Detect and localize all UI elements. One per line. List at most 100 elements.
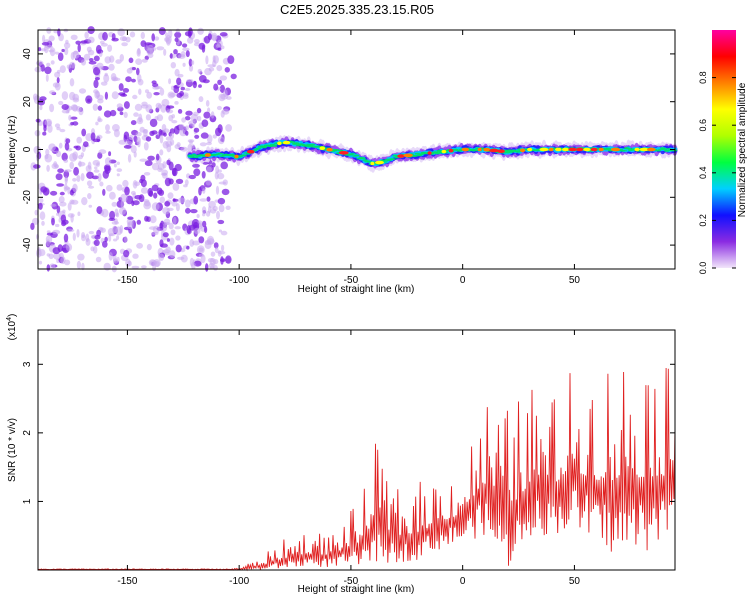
- noise-point: [66, 228, 75, 233]
- noise-point: [154, 86, 162, 90]
- noise-point: [109, 210, 116, 220]
- y-tick-label: 3: [22, 361, 33, 367]
- noise-point: [173, 216, 177, 225]
- noise-point: [50, 190, 58, 196]
- noise-point: [61, 221, 67, 227]
- noise-point: [72, 177, 77, 182]
- noise-point: [169, 250, 176, 259]
- noise-point: [189, 140, 193, 145]
- noise-point: [185, 50, 190, 58]
- noise-point: [122, 179, 129, 188]
- noise-point: [168, 78, 172, 85]
- noise-point: [154, 36, 160, 41]
- ridge-band-point: [241, 154, 247, 157]
- noise-point: [80, 59, 87, 66]
- noise-point: [184, 125, 189, 131]
- ridge-hot-spot: [590, 147, 598, 152]
- noise-point: [133, 112, 139, 117]
- noise-point: [143, 141, 149, 151]
- noise-point: [177, 256, 185, 260]
- noise-point: [122, 88, 130, 93]
- noise-point: [127, 221, 134, 230]
- noise-point: [125, 76, 132, 83]
- ridge-band-point: [380, 159, 386, 162]
- ridge-band-point: [217, 152, 223, 155]
- noise-point: [128, 57, 134, 64]
- noise-point: [196, 107, 202, 114]
- noise-point: [174, 31, 182, 39]
- noise-point: [152, 83, 159, 88]
- noise-point: [189, 239, 195, 247]
- noise-point: [33, 164, 41, 169]
- noise-point: [120, 193, 128, 203]
- noise-point: [191, 60, 195, 65]
- noise-point: [130, 120, 137, 126]
- colorbar-tick-label: 0.2: [698, 214, 708, 227]
- y-tick-label: 40: [22, 48, 33, 60]
- noise-point: [164, 177, 171, 187]
- noise-point: [198, 42, 206, 50]
- ridge-band-point: [625, 147, 632, 150]
- colorbar-ticks: 0.0 0.2 0.4 0.6 0.8: [698, 71, 736, 274]
- ridge-hot-spot: [576, 147, 584, 152]
- noise-point: [70, 116, 78, 120]
- noise-point: [157, 104, 162, 109]
- noise-point: [100, 42, 108, 47]
- noise-point: [69, 161, 74, 170]
- noise-point: [70, 104, 78, 111]
- noise-point: [88, 60, 97, 65]
- noise-point: [104, 56, 112, 64]
- noise-point: [198, 253, 205, 258]
- noise-point: [196, 214, 200, 218]
- noise-point: [191, 262, 196, 270]
- noise-point: [70, 213, 74, 223]
- noise-point: [92, 103, 99, 111]
- noise-point: [217, 169, 222, 173]
- noise-point: [34, 209, 38, 216]
- ridge-hot-spot: [204, 153, 211, 157]
- noise-point: [160, 243, 168, 248]
- ridge-hot-spot: [319, 146, 326, 150]
- noise-point: [193, 168, 201, 177]
- noise-point: [175, 28, 181, 33]
- noise-point: [198, 84, 202, 88]
- noise-point: [116, 184, 123, 191]
- ridge-band-point: [658, 148, 664, 151]
- noise-point: [45, 74, 49, 82]
- noise-point: [54, 51, 60, 55]
- noise-point: [103, 74, 110, 83]
- noise-point: [161, 124, 167, 132]
- colorbar-gradient: [712, 30, 736, 268]
- noise-point: [206, 196, 211, 202]
- noise-point: [202, 212, 206, 217]
- colorbar-tick-label: 0.0: [698, 262, 708, 275]
- noise-point: [121, 42, 128, 47]
- noise-point: [210, 208, 217, 214]
- noise-point: [95, 256, 102, 263]
- noise-point: [205, 179, 212, 186]
- noise-point: [156, 114, 164, 122]
- noise-point: [147, 52, 154, 59]
- noise-point: [167, 192, 174, 200]
- noise-point: [223, 89, 228, 97]
- noise-point: [135, 131, 142, 137]
- noise-point: [164, 201, 171, 207]
- noise-point: [140, 104, 149, 109]
- noise-point: [180, 86, 185, 91]
- noise-point: [175, 235, 181, 241]
- noise-point: [77, 211, 81, 217]
- noise-point: [119, 54, 125, 62]
- ridge-band-point: [605, 147, 612, 150]
- noise-point: [213, 242, 219, 249]
- noise-point: [136, 242, 144, 249]
- noise-point: [193, 127, 200, 133]
- noise-point: [126, 67, 133, 74]
- noise-point: [43, 124, 47, 132]
- noise-point: [123, 131, 130, 140]
- noise-point: [63, 233, 69, 243]
- ridge-band-point: [473, 149, 479, 152]
- noise-point: [85, 165, 92, 173]
- noise-point: [204, 240, 212, 250]
- noise-point: [113, 129, 120, 138]
- noise-point: [128, 134, 134, 141]
